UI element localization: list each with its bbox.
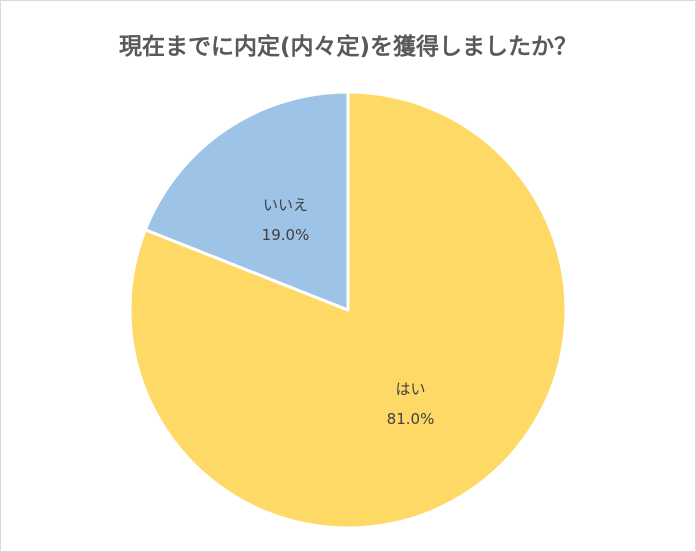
- chart-title: 現在までに内定(内々定)を獲得しましたか？: [118, 34, 578, 60]
- pie-slice-2: [143, 90, 350, 312]
- slice-value-label: 81.0%: [387, 410, 435, 428]
- slice-value-label: 19.0%: [262, 226, 310, 244]
- slice-category-label: はい: [395, 380, 425, 398]
- slice-category-label: いいえ: [263, 196, 308, 214]
